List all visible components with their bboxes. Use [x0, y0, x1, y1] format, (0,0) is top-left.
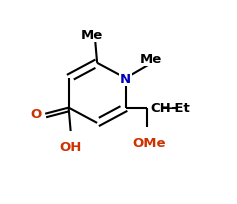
Text: Me: Me: [81, 29, 103, 42]
Text: Me: Me: [140, 53, 162, 66]
Text: OMe: OMe: [132, 136, 165, 149]
Text: N: N: [120, 72, 131, 85]
Text: OH: OH: [59, 140, 82, 153]
Text: O: O: [30, 108, 42, 121]
Text: CH: CH: [150, 102, 171, 115]
Text: —Et: —Et: [161, 102, 190, 115]
